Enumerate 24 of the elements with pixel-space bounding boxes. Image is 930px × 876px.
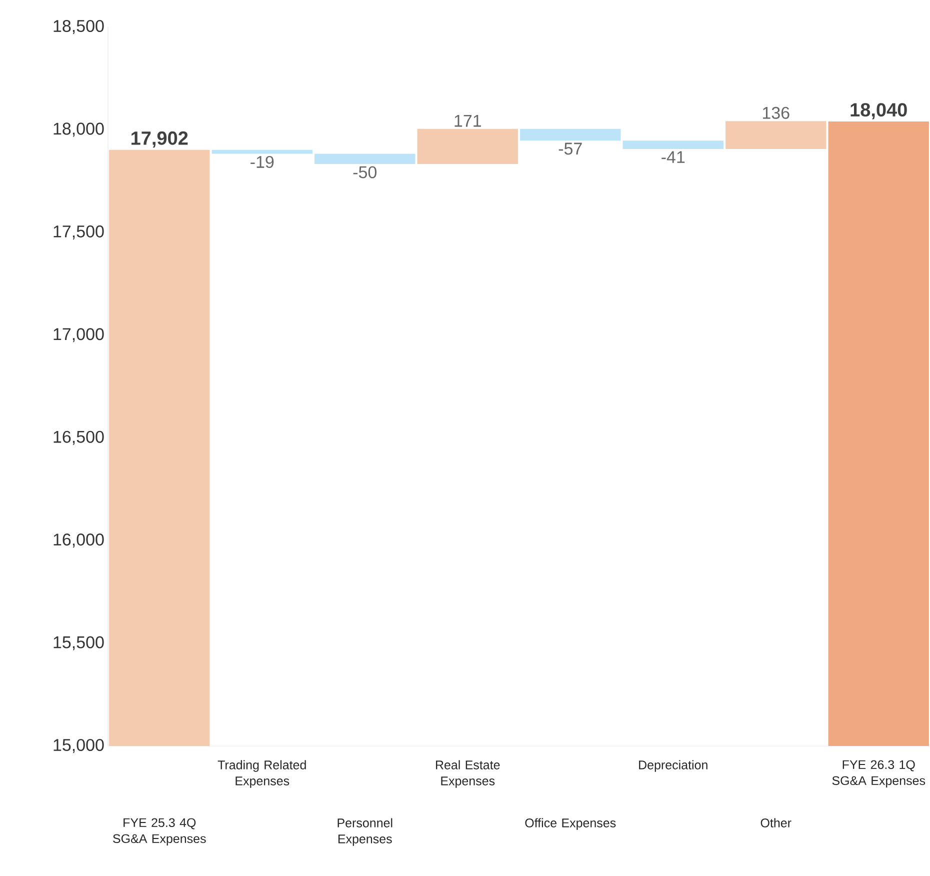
y-tick-label: 15,500	[54, 636, 104, 650]
y-tick-label: 15,000	[54, 738, 104, 754]
y-tick-label: 18,500	[54, 20, 104, 34]
data-label: 136	[762, 106, 790, 119]
y-tick-label: 16,000	[54, 534, 104, 548]
y-tick-label: 18,000	[54, 122, 104, 137]
x-tick-label: Office Expenses	[525, 818, 616, 830]
x-tick-label: Real Estate Expenses	[436, 760, 500, 788]
data-label: -41	[662, 151, 685, 163]
x-tick-label: Other	[760, 818, 792, 828]
data-label: 18,040	[850, 103, 907, 120]
x-tick-label: Personnel Expenses	[338, 818, 392, 846]
y-tick-label: 16,500	[54, 430, 104, 445]
x-tick-label: Depreciation	[639, 760, 708, 772]
data-label: 17,902	[132, 131, 188, 148]
y-tick-label: 17,000	[54, 328, 104, 342]
data-label: 171	[454, 114, 481, 127]
x-tick-label: FYE 26.3 1Q SG&A Expenses	[832, 760, 926, 788]
data-label: -57	[558, 142, 582, 155]
y-tick-label: 17,500	[54, 225, 104, 240]
x-tick-label: FYE 25.3 4Q SG&A Expenses	[113, 818, 206, 846]
data-label: -50	[353, 166, 376, 178]
data-label: -19	[250, 156, 274, 168]
x-tick-label: Trading Related Expenses	[218, 760, 306, 788]
